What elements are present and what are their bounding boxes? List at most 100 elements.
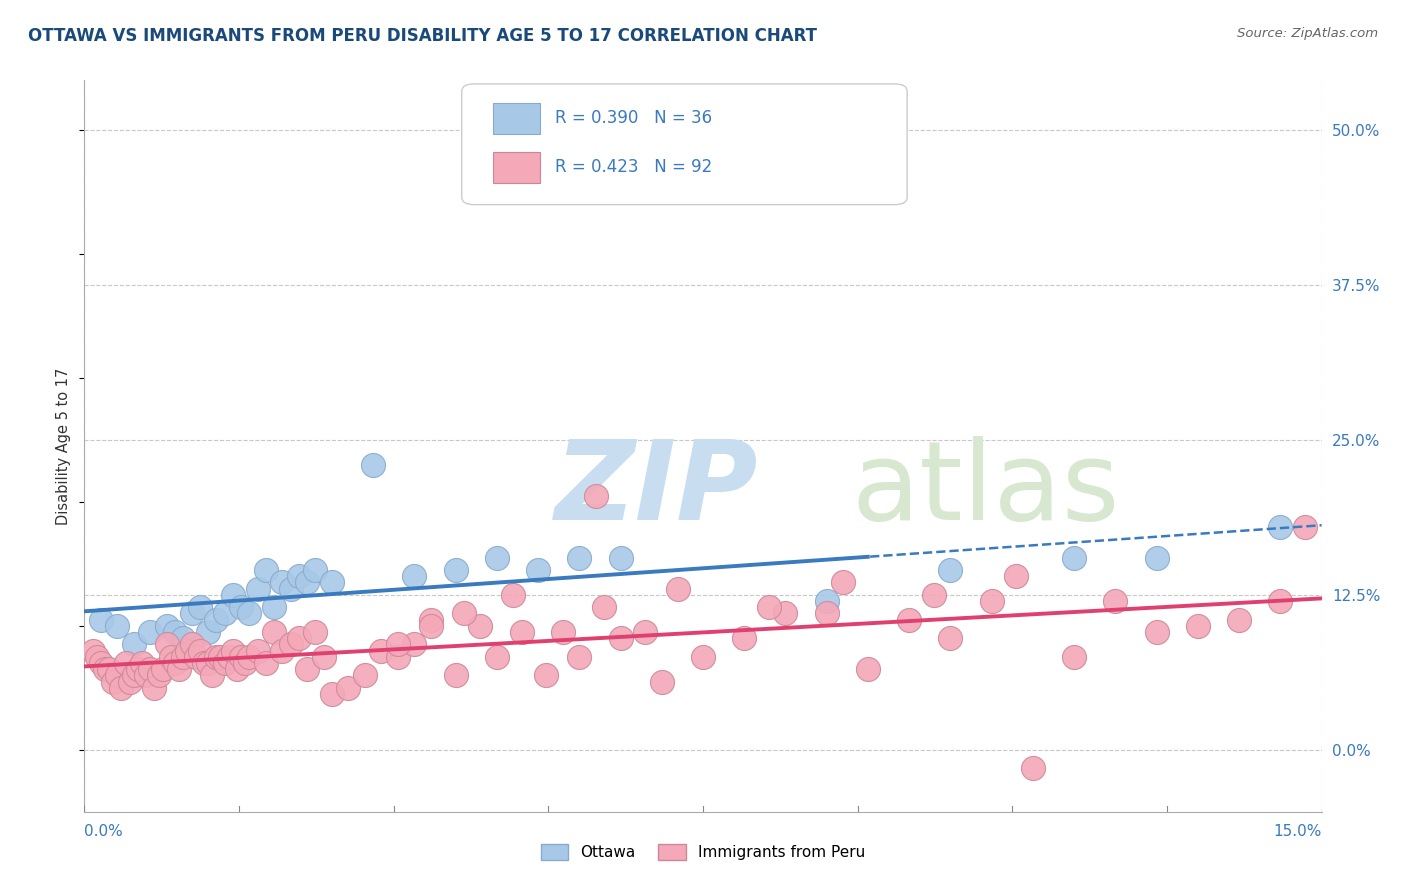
Y-axis label: Disability Age 5 to 17: Disability Age 5 to 17 [56,368,72,524]
Point [1022,761,1045,775]
Point [321,687,343,701]
Point [131,656,153,670]
Point [86,649,108,664]
Point [82,643,104,657]
Point [758,600,780,615]
Point [271,575,294,590]
Point [226,662,249,676]
Point [288,631,311,645]
Point [1104,594,1126,608]
Point [527,563,550,577]
Point [188,600,211,615]
Point [502,588,524,602]
Point [176,643,198,657]
Point [856,662,879,676]
Point [167,662,190,676]
Point [551,624,574,639]
Point [370,643,392,657]
Point [222,588,245,602]
Point [922,588,945,602]
FancyBboxPatch shape [492,103,540,134]
FancyBboxPatch shape [492,152,540,183]
Point [568,550,591,565]
Point [238,607,260,621]
Legend: Ottawa, Immigrants from Peru: Ottawa, Immigrants from Peru [534,838,872,866]
Point [90,613,112,627]
Text: 15.0%: 15.0% [1274,824,1322,839]
Point [172,649,194,664]
Point [105,619,128,633]
Point [122,668,145,682]
Point [160,649,183,664]
Point [295,662,318,676]
Point [98,662,121,676]
Point [280,582,302,596]
Point [288,569,311,583]
Point [139,624,162,639]
Point [229,649,252,664]
Point [238,649,260,664]
Point [1146,550,1168,565]
Point [156,637,179,651]
Point [1146,624,1168,639]
Point [295,575,318,590]
Point [197,656,219,670]
Point [444,563,467,577]
Point [254,656,277,670]
Point [419,619,441,633]
Point [1270,519,1292,533]
Point [233,656,256,670]
Point [209,649,232,664]
Point [353,668,375,682]
Point [246,643,269,657]
Point [105,668,128,682]
Point [634,624,657,639]
Point [205,613,228,627]
Point [1063,550,1085,565]
Point [205,649,228,664]
Point [485,649,508,664]
Point [263,624,285,639]
Point [201,668,224,682]
Point [404,637,426,651]
Point [815,594,838,608]
Point [692,649,714,664]
Point [321,575,343,590]
Point [143,681,166,695]
Point [651,674,673,689]
Text: 0.0%: 0.0% [84,824,124,839]
Point [1270,594,1292,608]
Point [609,631,631,645]
Point [139,662,162,676]
Point [214,607,236,621]
Point [485,550,508,565]
Point [980,594,1002,608]
Point [135,668,157,682]
Point [387,637,409,651]
Point [152,662,174,676]
Point [304,624,326,639]
Point [1227,613,1250,627]
Point [666,582,689,596]
Point [337,681,360,695]
Point [536,668,558,682]
Point [609,550,631,565]
Text: ZIP: ZIP [554,436,758,543]
Point [218,649,240,664]
Point [898,613,921,627]
Point [815,607,838,621]
Point [122,637,145,651]
Point [271,643,294,657]
Point [387,649,409,664]
Text: Source: ZipAtlas.com: Source: ZipAtlas.com [1237,27,1378,40]
Point [453,607,475,621]
FancyBboxPatch shape [461,84,907,204]
Point [180,637,202,651]
Point [103,674,125,689]
Point [404,569,426,583]
Point [280,637,302,651]
Text: R = 0.423   N = 92: R = 0.423 N = 92 [554,158,711,177]
Point [733,631,755,645]
Point [312,649,335,664]
Point [585,489,607,503]
